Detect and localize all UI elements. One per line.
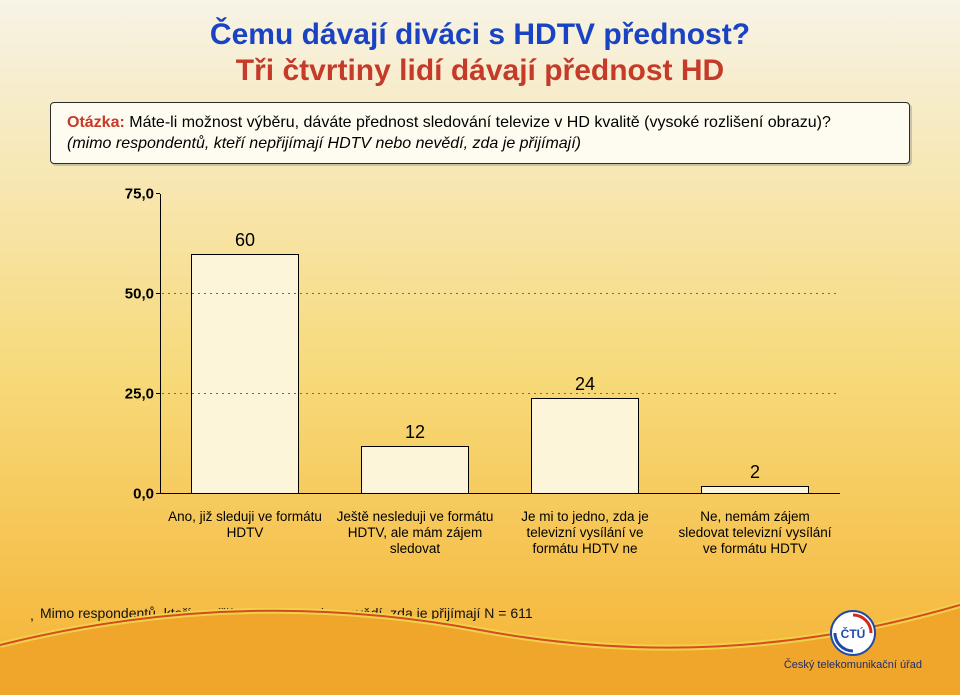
ctu-logo: ČTÚ Český telekomunikační úřad — [784, 609, 922, 671]
y-tick-mark — [156, 193, 160, 194]
svg-text:ČTÚ: ČTÚ — [841, 626, 866, 641]
bar: 60 — [191, 254, 300, 494]
gridline — [160, 293, 840, 294]
x-label: Ještě nesleduji ve formátu HDTV, ale mám… — [330, 499, 500, 558]
y-tick-mark — [156, 493, 160, 494]
x-label: Je mi to jedno, zda je televizní vysílán… — [500, 499, 670, 558]
question-note: (mimo respondentů, kteří nepřijímají HDT… — [67, 135, 581, 152]
bars-container: 60 12 24 2 — [160, 194, 840, 494]
question-label: Otázka: — [67, 114, 125, 131]
x-labels: Ano, již sleduji ve formátu HDTVJeště ne… — [160, 499, 840, 558]
bar-value-label: 2 — [702, 462, 809, 483]
x-label: Ne, nemám zájem sledovat televizní vysíl… — [670, 499, 840, 558]
bar: 2 — [701, 486, 810, 494]
y-tick-label: 25,0 — [110, 385, 154, 402]
bar-value-label: 12 — [362, 422, 469, 443]
x-label: Ano, již sleduji ve formátu HDTV — [160, 499, 330, 558]
bar: 24 — [531, 398, 640, 494]
bar-slot: 24 — [500, 194, 670, 494]
bar-slot: 2 — [670, 194, 840, 494]
ctu-logo-icon: ČTÚ — [829, 609, 877, 657]
bar-value-label: 24 — [532, 374, 639, 395]
bar-value-label: 60 — [192, 230, 299, 251]
bar-slot: 60 — [160, 194, 330, 494]
gridline — [160, 393, 840, 394]
bar: 12 — [361, 446, 470, 494]
question-text: Máte-li možnost výběru, dáváte přednost … — [125, 114, 831, 131]
y-tick-label: 50,0 — [110, 285, 154, 302]
bar-chart: 6012242 0,025,050,075,0 Ano, již sleduji… — [110, 184, 850, 544]
question-box: Otázka: Máte-li možnost výběru, dáváte p… — [50, 102, 910, 164]
slide-title-line2: Tři čtvrtiny lidí dávají přednost HD — [40, 54, 920, 88]
ctu-logo-text: Český telekomunikační úřad — [784, 659, 922, 671]
y-tick-label: 0,0 — [110, 485, 154, 502]
slide-title-line1: Čemu dávají diváci s HDTV přednost? — [40, 18, 920, 52]
bar-slot: 12 — [330, 194, 500, 494]
y-tick-label: 75,0 — [110, 185, 154, 202]
